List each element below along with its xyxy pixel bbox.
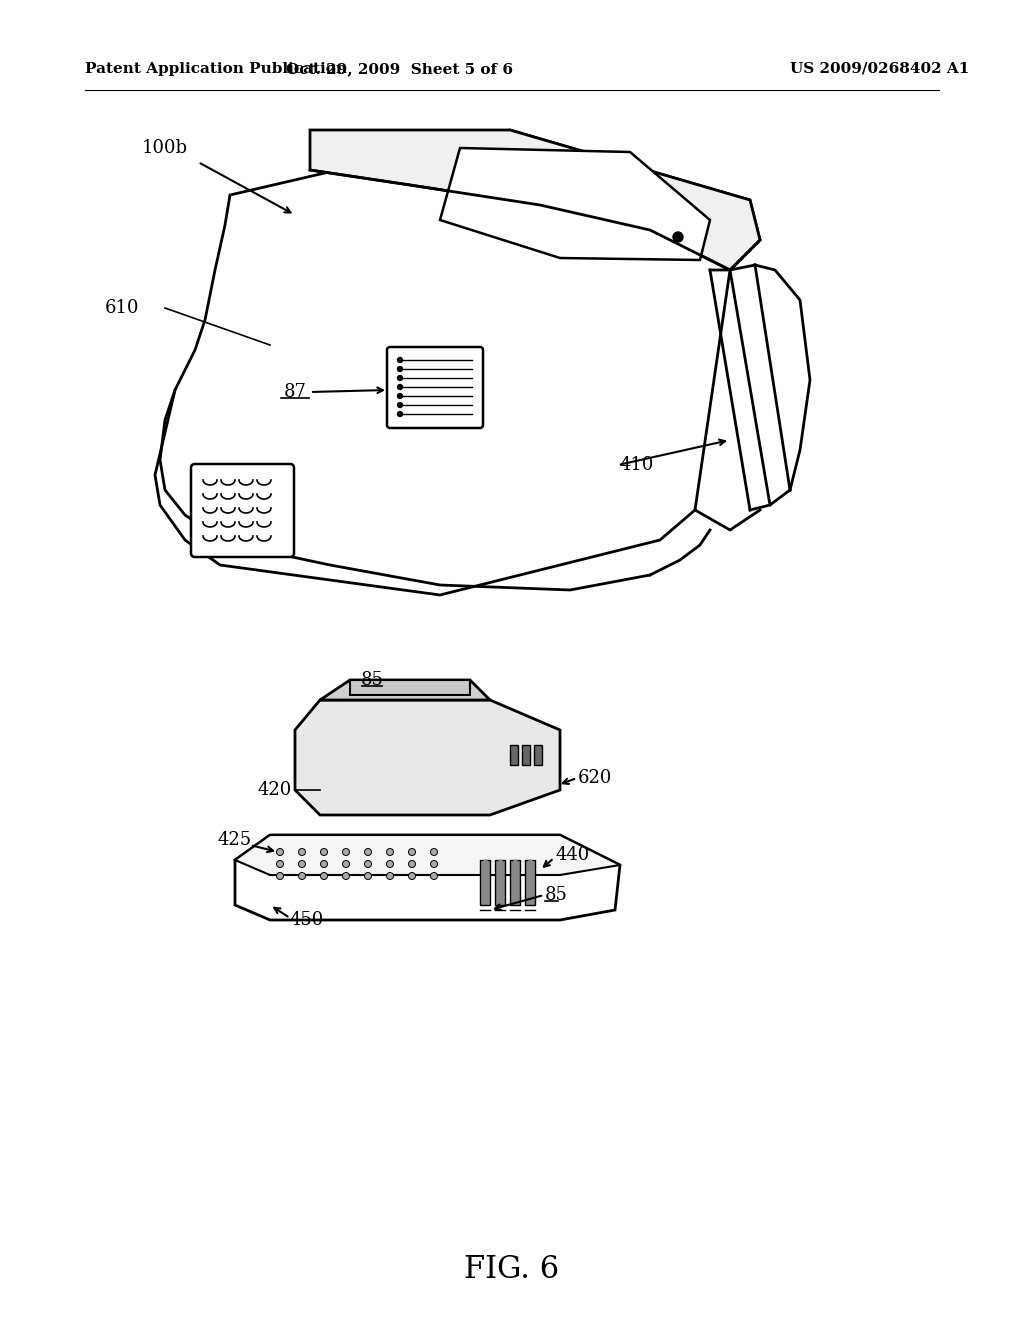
Circle shape <box>299 873 305 879</box>
Circle shape <box>397 375 402 380</box>
Circle shape <box>299 861 305 867</box>
Circle shape <box>321 861 328 867</box>
Circle shape <box>386 861 393 867</box>
Circle shape <box>430 849 437 855</box>
Text: Patent Application Publication: Patent Application Publication <box>85 62 347 77</box>
Circle shape <box>397 358 402 363</box>
Text: US 2009/0268402 A1: US 2009/0268402 A1 <box>790 62 970 77</box>
Circle shape <box>386 873 393 879</box>
FancyBboxPatch shape <box>191 465 294 557</box>
Bar <box>495 861 505 906</box>
Bar <box>522 744 530 766</box>
Bar <box>534 744 542 766</box>
Text: 87: 87 <box>284 383 306 401</box>
Text: 100b: 100b <box>142 139 188 157</box>
Circle shape <box>430 873 437 879</box>
Text: 410: 410 <box>620 455 654 474</box>
Circle shape <box>397 403 402 408</box>
Text: 420: 420 <box>258 781 292 799</box>
Polygon shape <box>310 129 760 271</box>
Text: 425: 425 <box>218 832 252 849</box>
Circle shape <box>397 412 402 417</box>
Circle shape <box>386 849 393 855</box>
Circle shape <box>397 367 402 371</box>
Polygon shape <box>295 700 560 814</box>
Circle shape <box>397 393 402 399</box>
Circle shape <box>321 873 328 879</box>
Circle shape <box>276 849 284 855</box>
Polygon shape <box>234 836 620 875</box>
Text: FIG. 6: FIG. 6 <box>465 1254 559 1286</box>
FancyBboxPatch shape <box>387 347 483 428</box>
Circle shape <box>321 849 328 855</box>
Circle shape <box>276 861 284 867</box>
Polygon shape <box>234 836 620 920</box>
Text: 450: 450 <box>290 911 325 929</box>
Polygon shape <box>155 129 760 595</box>
Circle shape <box>342 861 349 867</box>
Text: 620: 620 <box>578 770 612 787</box>
Circle shape <box>365 873 372 879</box>
Polygon shape <box>350 680 470 696</box>
Bar <box>480 861 490 906</box>
Text: 85: 85 <box>545 886 568 904</box>
Text: Oct. 29, 2009  Sheet 5 of 6: Oct. 29, 2009 Sheet 5 of 6 <box>287 62 513 77</box>
Bar <box>525 861 535 906</box>
Circle shape <box>430 861 437 867</box>
Text: 85: 85 <box>360 671 383 689</box>
Circle shape <box>409 849 416 855</box>
Text: 610: 610 <box>105 300 139 317</box>
Circle shape <box>397 384 402 389</box>
Circle shape <box>365 849 372 855</box>
Polygon shape <box>319 680 490 700</box>
Circle shape <box>276 873 284 879</box>
Circle shape <box>342 849 349 855</box>
Polygon shape <box>440 148 710 260</box>
Circle shape <box>409 873 416 879</box>
Text: 440: 440 <box>555 846 589 865</box>
Circle shape <box>299 849 305 855</box>
Circle shape <box>673 232 683 242</box>
Bar <box>510 744 518 766</box>
Circle shape <box>365 861 372 867</box>
Circle shape <box>342 873 349 879</box>
Bar <box>510 861 520 906</box>
Circle shape <box>409 861 416 867</box>
